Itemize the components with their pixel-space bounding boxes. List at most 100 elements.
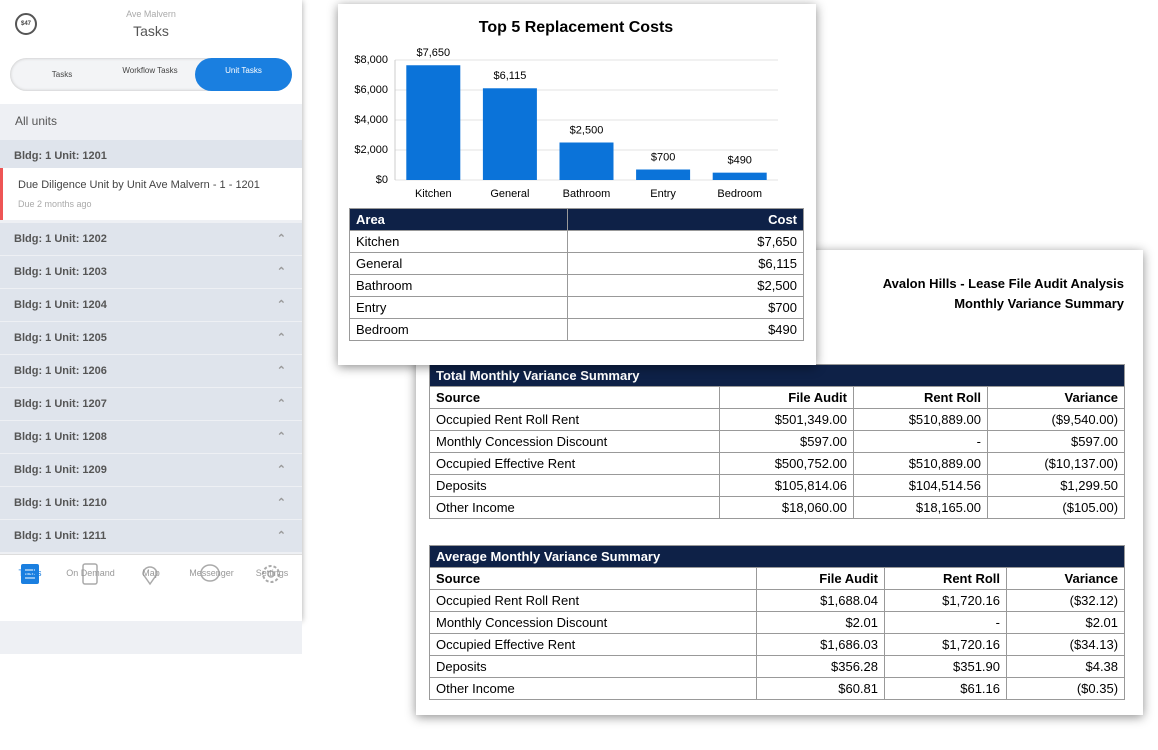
column-header: File Audit xyxy=(719,386,854,409)
table-cell: ($34.13) xyxy=(1005,633,1126,656)
column-header: Area xyxy=(349,208,568,231)
tab[interactable]: Workflow Tasks xyxy=(122,66,178,75)
nav-icons xyxy=(21,563,280,586)
table-cell: $351.90 xyxy=(884,655,1007,678)
table-cell: $6,115 xyxy=(567,252,804,275)
value-label: $490 xyxy=(727,155,751,167)
bar xyxy=(406,65,461,180)
filter[interactable]: All units xyxy=(15,114,58,128)
tab[interactable]: Tasks xyxy=(51,70,73,79)
y-tick-label: $2,000 xyxy=(354,144,388,156)
caption-row: Total Monthly Variance Summary xyxy=(428,364,1126,387)
cost-table: Area Cost Kitchen $7,650 General $6,115 Bathro… xyxy=(349,208,804,341)
table-row: Occupied Rent Roll Rent $501,349.00 $510,8… xyxy=(429,408,1126,431)
value-label: $700 xyxy=(651,151,675,163)
value-label: $2,500 xyxy=(570,124,604,136)
table-row: Other Income $60.81 $61.16 ($0.35) xyxy=(429,677,1126,700)
table-cell: - xyxy=(853,430,988,453)
column-header: Source xyxy=(429,386,720,409)
chevron[interactable]: ⌃ xyxy=(276,530,286,542)
chevron[interactable]: ⌃ xyxy=(276,332,286,344)
column-header: Rent Roll xyxy=(884,567,1007,590)
table-cell: $105,814.06 xyxy=(719,474,854,497)
nav-item[interactable]: Messenger xyxy=(189,568,234,578)
table-cell: ($0.35) xyxy=(1005,677,1126,700)
tab-active[interactable]: Unit Tasks xyxy=(195,58,292,91)
unit-row[interactable]: Bldg: 1 Unit: 1207 ⌃ xyxy=(0,388,302,420)
table-row: Deposits $105,814.06 $104,514.56 $1,299.50 xyxy=(429,474,1126,497)
table-cell: $2,500 xyxy=(567,274,804,297)
column-header: Cost xyxy=(567,208,804,231)
table-cell: $501,349.00 xyxy=(719,408,854,431)
table: Area Cost Kitchen $7,650 General $6,115 Bathro… xyxy=(349,208,804,341)
table-row: General $6,115 xyxy=(349,252,804,275)
unit-row[interactable]: Bldg: 1 Unit: 1208 ⌃ xyxy=(0,421,302,453)
column-header: Variance xyxy=(986,386,1126,409)
table-cell: $1,720.16 xyxy=(884,633,1007,656)
table-cell: Occupied Effective Rent xyxy=(429,452,720,475)
unit-row[interactable]: Bldg: 1 Unit: 1204 ⌃ xyxy=(0,289,302,321)
table-cell: $1,688.04 xyxy=(756,589,885,612)
unit-row[interactable]: Bldg: 1 Unit: 1211 ⌃ xyxy=(0,520,302,552)
unit-row[interactable]: Bldg: 1 Unit: 1209 ⌃ xyxy=(0,454,302,486)
table-cell: Occupied Effective Rent xyxy=(429,633,757,656)
chart-title: Top 5 Replacement Costs xyxy=(479,19,674,36)
x-tick-label: Bathroom xyxy=(563,188,611,200)
chevron[interactable]: ⌃ xyxy=(276,497,286,509)
caption-row: Average Monthly Variance Summary xyxy=(428,545,1126,568)
table-cell: ($105.00) xyxy=(986,496,1126,519)
table-cell: ($10,137.00) xyxy=(986,452,1126,475)
table-cell: $18,165.00 xyxy=(853,496,988,519)
chevron[interactable]: ⌃ xyxy=(276,233,286,245)
chart: Top 5 Replacement Costs $0 $2,000 $4,000 $6… xyxy=(354,19,778,200)
y-tick-label: $0 xyxy=(376,174,388,186)
unit-row[interactable]: Bldg: 1 Unit: 1201 xyxy=(0,140,302,172)
table-cell: Monthly Concession Discount xyxy=(429,611,757,634)
table: Total Monthly Variance Summary Source File… xyxy=(428,364,1126,519)
unit-row[interactable]: Bldg: 1 Unit: 1205 ⌃ xyxy=(0,322,302,354)
chevron[interactable]: ⌃ xyxy=(276,365,286,377)
table-caption: Total Monthly Variance Summary xyxy=(428,364,1126,387)
phone-app: $47 Ave Malvern Tasks Tasks Workflow Tas… xyxy=(0,0,302,654)
nav-item[interactable]: Map xyxy=(142,568,160,578)
chevron[interactable]: ⌃ xyxy=(276,464,286,476)
nav-item[interactable]: On Demand xyxy=(66,568,115,578)
table-cell: General xyxy=(349,252,568,275)
chevron[interactable]: ⌃ xyxy=(276,299,286,311)
table-cell: Other Income xyxy=(429,677,757,700)
table-cell: $2.01 xyxy=(756,611,885,634)
column-header: Variance xyxy=(1005,567,1126,590)
table-row: Occupied Effective Rent $1,686.03 $1,720.1… xyxy=(429,633,1126,656)
nav-item[interactable]: Settings xyxy=(255,568,289,578)
y-tick-label: $6,000 xyxy=(354,84,388,96)
column-header: Source xyxy=(429,567,757,590)
chevron[interactable]: ⌃ xyxy=(276,398,286,410)
task-card[interactable]: Due Diligence Unit by Unit Ave Malvern -… xyxy=(0,168,302,220)
table-caption: Average Monthly Variance Summary xyxy=(428,545,1126,568)
tab-bar: Tasks Workflow Tasks Unit Tasks xyxy=(10,58,292,91)
table-row: Monthly Concession Discount $2.01- $2.01 xyxy=(429,611,1126,634)
unit-row[interactable]: Bldg: 1 Unit: 1203 ⌃ xyxy=(0,256,302,288)
table-row: Deposits $356.28 $351.90 $4.38 xyxy=(429,655,1126,678)
unit-row[interactable]: Bldg: 1 Unit: 1202 ⌃ xyxy=(0,223,302,255)
header-row: Source File Audit Rent Roll Variance xyxy=(429,386,1126,409)
chevron[interactable]: ⌃ xyxy=(276,431,286,443)
bar xyxy=(712,172,767,180)
table-cell: $490 xyxy=(567,318,804,341)
report-card: Avalon Hills - Lease File Audit Analysis… xyxy=(416,250,1143,715)
table-cell: ($9,540.00) xyxy=(986,408,1126,431)
unit-row[interactable]: Bldg: 1 Unit: 1210 ⌃ xyxy=(0,487,302,519)
table-row: Monthly Concession Discount $597.00- $597.… xyxy=(429,430,1126,453)
chevron[interactable]: ⌃ xyxy=(276,266,286,278)
table-cell: Other Income xyxy=(429,496,720,519)
table-cell: $597.00 xyxy=(986,430,1126,453)
nav-item[interactable]: Tasks xyxy=(18,568,42,578)
unit-row[interactable]: Bldg: 1 Unit: 1206 ⌃ xyxy=(0,355,302,387)
table-row: Kitchen $7,650 xyxy=(349,230,804,253)
table-cell: $2.01 xyxy=(1005,611,1126,634)
bar xyxy=(559,142,614,180)
table-cell: Monthly Concession Discount xyxy=(429,430,720,453)
table-cell: $1,686.03 xyxy=(756,633,885,656)
table-row: Other Income $18,060.00 $18,165.00 ($105.00… xyxy=(429,496,1126,519)
